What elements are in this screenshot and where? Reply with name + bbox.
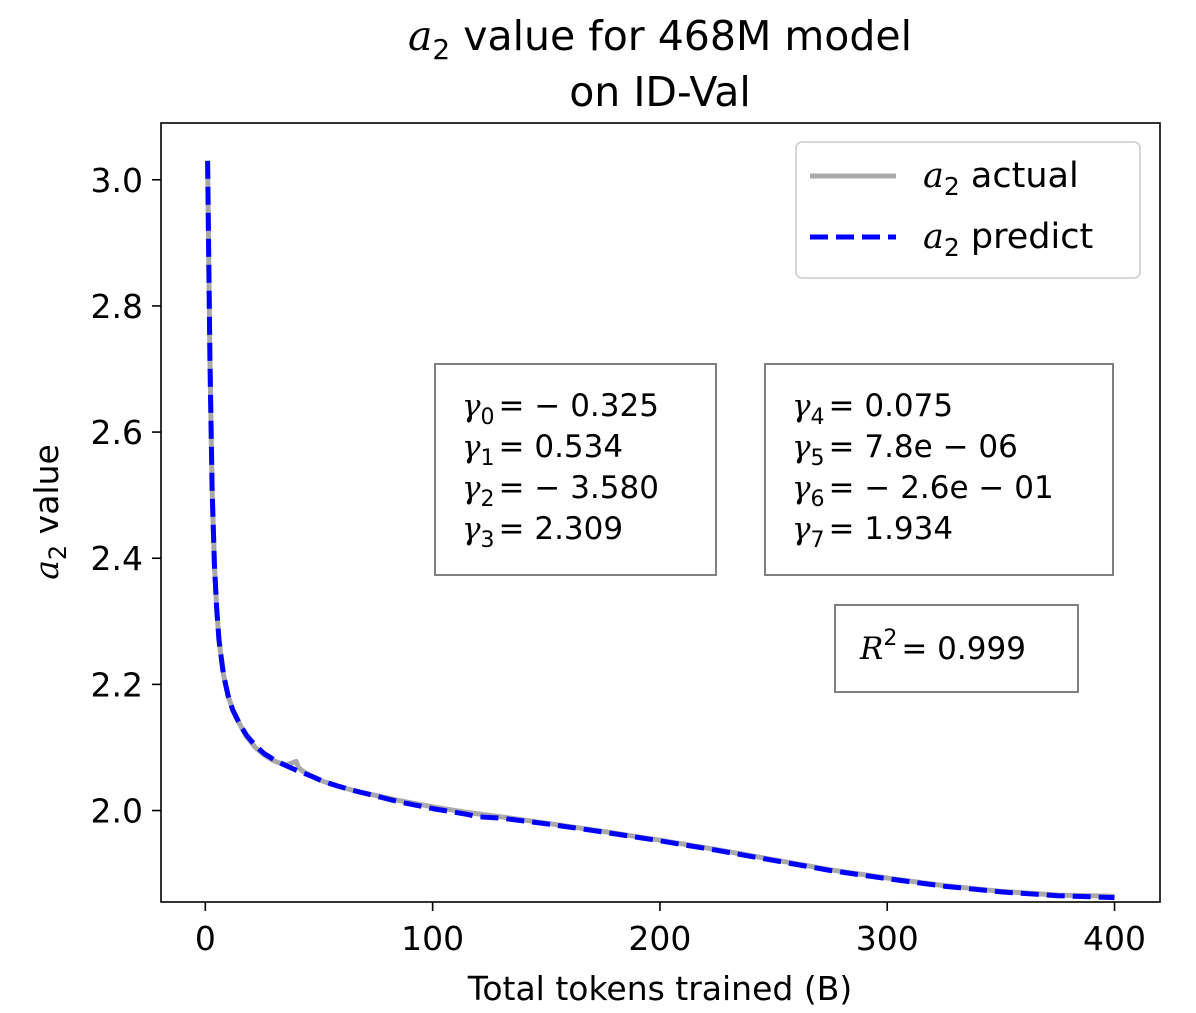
gamma-box-left-frame	[434, 363, 717, 576]
gamma-2: γ2 = − 3.580	[462, 470, 659, 512]
gamma-5: γ5 = 7.8e − 06	[792, 429, 1018, 471]
chart-title-line1: a2 value for 468M model	[408, 12, 912, 66]
gamma-box-left: γ0 = − 0.325 γ1 = 0.534 γ2 = − 3.580 γ3 = 2.…	[434, 363, 717, 576]
x-tick-label-200: 200	[628, 919, 691, 958]
x-tick-label-300: 300	[856, 919, 919, 958]
series-layer	[205, 160, 1115, 901]
chart-title-line2: on ID-Val	[569, 68, 751, 116]
r-squared-box: R2 = 0.999	[834, 604, 1079, 693]
gamma-1: γ1 = 0.534	[462, 429, 623, 471]
y-tick-label-3.0: 3.0	[91, 161, 143, 200]
y-tick-label-2.2: 2.2	[91, 665, 143, 704]
gamma-6: γ6 = − 2.6e − 01	[792, 470, 1054, 512]
x-tick-label-0: 0	[195, 919, 216, 958]
series-line-predict	[205, 160, 1115, 901]
gamma-box-right-frame	[764, 363, 1114, 576]
r-squared-frame	[834, 604, 1079, 693]
gamma-0: γ0 = − 0.325	[462, 388, 659, 430]
legend: a2 actual a2 predict	[795, 141, 1141, 279]
r-squared-text: R2 = 0.999	[859, 626, 1026, 667]
y-tick-label-2.0: 2.0	[91, 792, 143, 831]
gamma-4: γ4 = 0.075	[792, 388, 953, 430]
gamma-7: γ7 = 1.934	[792, 511, 953, 553]
x-tick-label-100: 100	[401, 919, 464, 958]
y-tick-label-2.4: 2.4	[91, 539, 143, 578]
gamma-box-right: γ4 = 0.075 γ5 = 7.8e − 06 γ6 = − 2.6e − 01 …	[764, 363, 1114, 576]
x-tick-label-400: 400	[1083, 919, 1146, 958]
gamma-3: γ3 = 2.309	[462, 511, 623, 553]
y-axis-label: a2 value	[27, 444, 72, 580]
legend-label-actual: a2 actual	[923, 156, 1079, 201]
y-tick-label-2.6: 2.6	[91, 413, 143, 452]
tick-layer: 0 100 200 300 400 2.0 2.2 2.4 2.6 2.8 3.0	[91, 161, 1147, 958]
y-tick-label-2.8: 2.8	[91, 287, 143, 326]
legend-label-predict: a2 predict	[923, 217, 1093, 262]
x-axis-label: Total tokens trained (B)	[467, 969, 852, 1008]
